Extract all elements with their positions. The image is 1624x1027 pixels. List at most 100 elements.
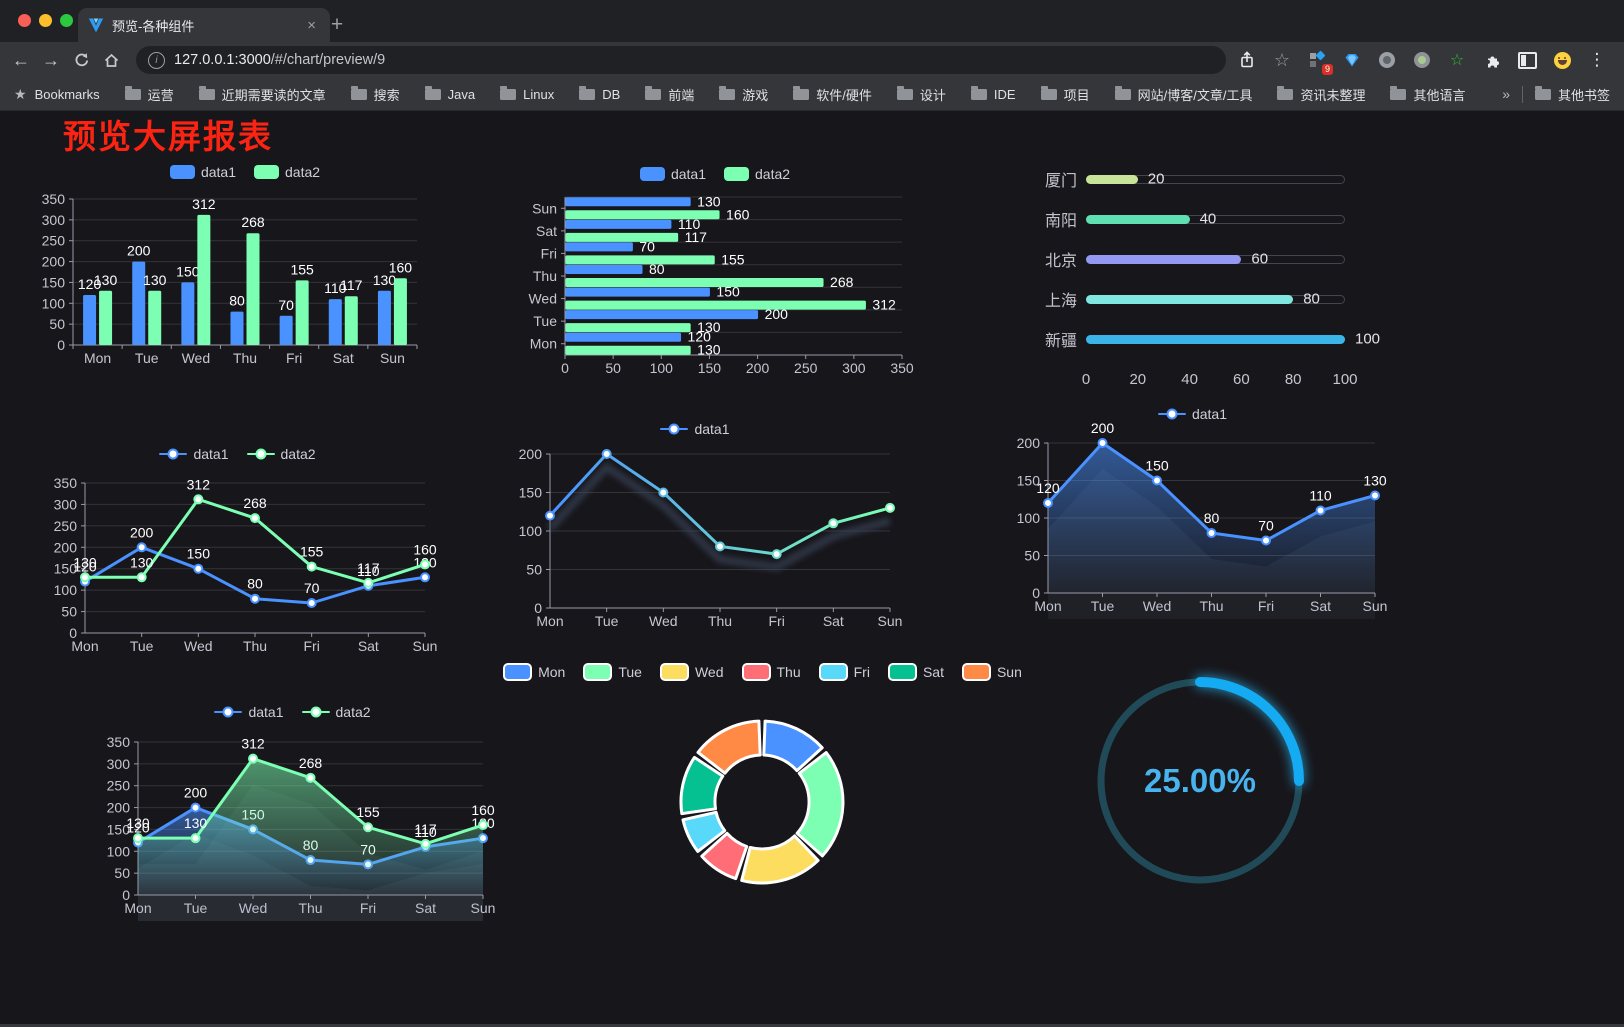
- bar[interactable]: [246, 233, 260, 345]
- pie-slice[interactable]: [795, 751, 845, 858]
- bookmark-folder[interactable]: Linux: [500, 85, 554, 104]
- bar[interactable]: [344, 296, 358, 345]
- bookmarks-star-icon[interactable]: ★: [14, 85, 27, 102]
- progress-fill[interactable]: [1086, 294, 1294, 304]
- bar[interactable]: [565, 232, 679, 242]
- data-point[interactable]: [190, 802, 201, 813]
- pie-slice[interactable]: [681, 810, 727, 853]
- legend-item[interactable]: data1: [214, 704, 284, 720]
- share-button[interactable]: [1236, 49, 1258, 71]
- bar[interactable]: [197, 214, 211, 345]
- legend-item[interactable]: Thu: [741, 663, 801, 681]
- bar[interactable]: [279, 315, 293, 345]
- legend-item[interactable]: data1: [639, 166, 706, 182]
- data-point[interactable]: [80, 572, 90, 583]
- data-point[interactable]: [1152, 475, 1162, 486]
- forward-button[interactable]: →: [42, 49, 60, 70]
- data-point[interactable]: [133, 833, 143, 844]
- data-point[interactable]: [420, 572, 430, 583]
- legend-item[interactable]: Mon: [503, 663, 565, 681]
- bookmark-folder[interactable]: 设计: [896, 85, 946, 104]
- legend-item[interactable]: data2: [246, 446, 316, 462]
- bar[interactable]: [230, 311, 244, 345]
- data-point[interactable]: [1043, 498, 1053, 508]
- legend-item[interactable]: Tue: [583, 663, 642, 681]
- bar[interactable]: [83, 294, 97, 345]
- bar[interactable]: [377, 290, 391, 345]
- data-point[interactable]: [478, 820, 488, 831]
- bookmarks-overflow-chevron[interactable]: »: [1502, 86, 1510, 102]
- bar[interactable]: [565, 323, 691, 333]
- data-point[interactable]: [305, 772, 316, 783]
- bookmark-folder[interactable]: 其他语言: [1390, 85, 1465, 104]
- progress-fill[interactable]: [1086, 174, 1138, 184]
- bar[interactable]: [565, 219, 672, 229]
- data-point[interactable]: [306, 598, 317, 608]
- data-point[interactable]: [136, 572, 147, 583]
- site-info-icon[interactable]: i: [148, 51, 165, 69]
- grey-circle-extension-icon[interactable]: [1376, 49, 1398, 71]
- data-point[interactable]: [190, 833, 201, 844]
- tab-close-icon[interactable]: ×: [307, 16, 316, 34]
- new-tab-button[interactable]: +: [330, 13, 344, 36]
- data-point[interactable]: [1206, 528, 1217, 538]
- bookmark-folder[interactable]: 游戏: [719, 85, 768, 104]
- bar[interactable]: [99, 290, 113, 345]
- data-point[interactable]: [771, 549, 782, 560]
- bookmark-folder[interactable]: 前端: [645, 85, 694, 104]
- progress-fill[interactable]: [1086, 254, 1242, 264]
- bookmark-folder[interactable]: 网站/博客/文章/工具: [1114, 85, 1252, 104]
- bar[interactable]: [295, 280, 309, 345]
- data-point[interactable]: [193, 494, 204, 505]
- bookmark-folder[interactable]: 近期需要读的文章: [198, 85, 326, 104]
- url-bar[interactable]: i 127.0.0.1:3000/#/chart/preview/9: [136, 46, 1226, 74]
- data-point[interactable]: [250, 513, 260, 524]
- legend-item[interactable]: data1: [1157, 406, 1227, 422]
- data-point[interactable]: [715, 541, 725, 552]
- pie-slice[interactable]: [740, 834, 820, 885]
- data-point[interactable]: [658, 487, 669, 498]
- data-point[interactable]: [420, 838, 431, 849]
- data-point[interactable]: [193, 563, 204, 574]
- data-point[interactable]: [306, 561, 317, 572]
- window-zoom-button[interactable]: [60, 14, 73, 27]
- progress-fill[interactable]: [1086, 214, 1190, 224]
- progress-fill[interactable]: [1086, 334, 1345, 344]
- bar[interactable]: [565, 265, 643, 274]
- data-point[interactable]: [1315, 505, 1326, 516]
- legend-item[interactable]: Sun: [961, 663, 1022, 681]
- green-circle-extension-icon[interactable]: [1411, 49, 1433, 71]
- extension-grid-icon[interactable]: 9: [1306, 49, 1333, 75]
- bar[interactable]: [181, 282, 195, 345]
- data-point[interactable]: [420, 559, 430, 570]
- data-point[interactable]: [1097, 438, 1108, 448]
- data-point[interactable]: [601, 449, 612, 459]
- bar[interactable]: [565, 197, 691, 207]
- bookmark-folder[interactable]: 搜索: [350, 85, 400, 104]
- legend-item[interactable]: data1: [660, 421, 730, 437]
- bookmark-folder[interactable]: DB: [579, 85, 620, 104]
- data-point[interactable]: [1261, 535, 1271, 546]
- window-minimize-button[interactable]: [39, 14, 52, 27]
- legend-item[interactable]: Fri: [818, 663, 870, 681]
- pie-slice[interactable]: [679, 755, 725, 816]
- pie-slice[interactable]: [700, 831, 749, 881]
- emoji-extension-icon[interactable]: [1551, 49, 1573, 71]
- bar[interactable]: [565, 310, 759, 320]
- bookmark-folder[interactable]: IDE: [970, 85, 1016, 104]
- green-star-extension-icon[interactable]: ☆: [1449, 52, 1465, 69]
- bookmark-folder[interactable]: 项目: [1040, 85, 1090, 104]
- browser-tab[interactable]: 预览-各种组件 ×: [78, 8, 330, 42]
- window-close-button[interactable]: [18, 14, 31, 27]
- legend-item[interactable]: data1: [159, 446, 229, 462]
- bar[interactable]: [565, 210, 720, 220]
- bookmark-folder[interactable]: 资讯未整理: [1277, 85, 1365, 104]
- bar[interactable]: [565, 242, 633, 252]
- bar[interactable]: [565, 345, 691, 355]
- legend-item[interactable]: data2: [301, 704, 371, 720]
- legend-item[interactable]: data2: [724, 166, 790, 182]
- data-point[interactable]: [1370, 490, 1380, 501]
- data-point[interactable]: [136, 542, 147, 553]
- data-point[interactable]: [828, 518, 839, 529]
- legend-item[interactable]: Wed: [659, 663, 724, 681]
